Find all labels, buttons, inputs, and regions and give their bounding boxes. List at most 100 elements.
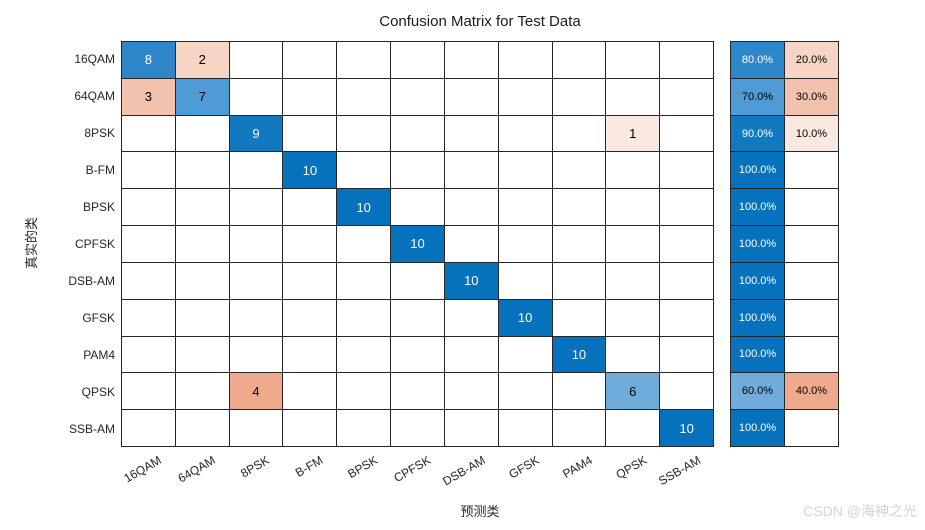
- matrix-cell: [122, 299, 176, 337]
- y-tick-label: B-FM: [85, 163, 115, 178]
- matrix-cell: [175, 152, 230, 190]
- matrix-cell: [391, 152, 445, 190]
- x-tick-label: B-FM: [293, 453, 326, 480]
- matrix-cell: [552, 410, 607, 447]
- matrix-cell: [229, 152, 284, 190]
- summary-incorrect-cell: [785, 262, 839, 300]
- matrix-cell: [444, 410, 499, 447]
- matrix-cell: [391, 336, 445, 374]
- y-tick-label: PAM4: [83, 347, 115, 362]
- matrix-cell: [175, 410, 230, 447]
- y-tick-label: SSB-AM: [68, 421, 115, 436]
- matrix-cell: [606, 189, 661, 227]
- x-tick-label: SSB-AM: [656, 453, 704, 489]
- matrix-cell: [337, 78, 392, 116]
- y-tick-label: BPSK: [82, 200, 115, 215]
- summary-correct-cell: 100.0%: [731, 410, 785, 447]
- matrix-cell: [606, 410, 661, 447]
- matrix-cell: [229, 189, 284, 227]
- x-tick-label: BPSK: [344, 453, 380, 482]
- matrix-cell: [283, 226, 338, 263]
- x-axis-label: 预测类: [460, 504, 500, 519]
- matrix-cell: [175, 226, 230, 263]
- matrix-cell: [606, 262, 661, 300]
- matrix-cell: [606, 226, 661, 263]
- matrix-cell: [606, 336, 661, 374]
- matrix-cell: [337, 373, 392, 411]
- x-tick-label: 64QAM: [175, 453, 218, 486]
- matrix-cell: [498, 410, 553, 447]
- matrix-cell: [444, 78, 499, 116]
- matrix-cell: [660, 336, 714, 374]
- matrix-cell: [552, 262, 607, 300]
- matrix-cell: [175, 373, 230, 411]
- matrix-cell: [122, 373, 176, 411]
- matrix-cell: [229, 299, 284, 337]
- matrix-cell: [444, 226, 499, 263]
- matrix-cell: [552, 152, 607, 190]
- matrix-cell: [283, 336, 338, 374]
- matrix-cell: [283, 410, 338, 447]
- matrix-cell: [229, 78, 284, 116]
- matrix-cell: [606, 42, 661, 79]
- matrix-cell: [175, 262, 230, 300]
- matrix-cell: [337, 152, 392, 190]
- matrix-cell: [337, 42, 392, 79]
- matrix-cell: [175, 336, 230, 374]
- matrix-cell: 2: [175, 42, 230, 79]
- x-tick-label: 8PSK: [238, 453, 272, 481]
- matrix-cell: [444, 42, 499, 79]
- matrix-cell: [606, 78, 661, 116]
- matrix-cell: [660, 115, 714, 153]
- summary-correct-cell: 100.0%: [731, 336, 785, 374]
- y-tick-label: QPSK: [81, 384, 115, 399]
- matrix-cell: [444, 189, 499, 227]
- matrix-cell: 9: [229, 115, 284, 153]
- summary-correct-cell: 90.0%: [731, 115, 785, 153]
- matrix-cell: [606, 299, 661, 337]
- summary-incorrect-cell: 30.0%: [785, 78, 839, 116]
- matrix-cell: [660, 189, 714, 227]
- matrix-cell: [229, 336, 284, 374]
- matrix-cell: [337, 226, 392, 263]
- matrix-cell: [283, 42, 338, 79]
- matrix-cell: [552, 115, 607, 153]
- matrix-cell: [122, 336, 176, 374]
- matrix-cell: [391, 115, 445, 153]
- matrix-cell: 7: [175, 78, 230, 116]
- summary-incorrect-cell: 40.0%: [785, 373, 839, 411]
- matrix-cell: [552, 373, 607, 411]
- summary-incorrect-cell: [785, 299, 839, 337]
- summary-incorrect-cell: [785, 152, 839, 190]
- matrix-cell: [283, 373, 338, 411]
- matrix-cell: [391, 299, 445, 337]
- matrix-cell: 10: [444, 262, 499, 300]
- matrix-cell: 10: [660, 410, 714, 447]
- matrix-cell: [552, 226, 607, 263]
- matrix-cell: [283, 78, 338, 116]
- matrix-cell: [337, 336, 392, 374]
- matrix-cell: 10: [337, 189, 392, 227]
- matrix-cell: [229, 262, 284, 300]
- summary-incorrect-cell: [785, 336, 839, 374]
- matrix-cell: [660, 78, 714, 116]
- matrix-cell: 8: [122, 42, 176, 79]
- chart-title: Confusion Matrix for Test Data: [379, 13, 581, 30]
- matrix-cell: [552, 299, 607, 337]
- summary-correct-cell: 100.0%: [731, 152, 785, 190]
- matrix-cell: [498, 152, 553, 190]
- summary-correct-cell: 100.0%: [731, 262, 785, 300]
- matrix-cell: [337, 299, 392, 337]
- x-tick-label: GFSK: [506, 453, 542, 482]
- matrix-cell: [660, 299, 714, 337]
- matrix-cell: 4: [229, 373, 284, 411]
- matrix-cell: [175, 189, 230, 227]
- matrix-cell: [498, 42, 553, 79]
- y-tick-label: DSB-AM: [68, 273, 115, 288]
- matrix-cell: [337, 115, 392, 153]
- matrix-cell: [552, 42, 607, 79]
- matrix-cell: 10: [498, 299, 553, 337]
- matrix-cell: [283, 299, 338, 337]
- matrix-cell: [660, 373, 714, 411]
- matrix-cell: [606, 152, 661, 190]
